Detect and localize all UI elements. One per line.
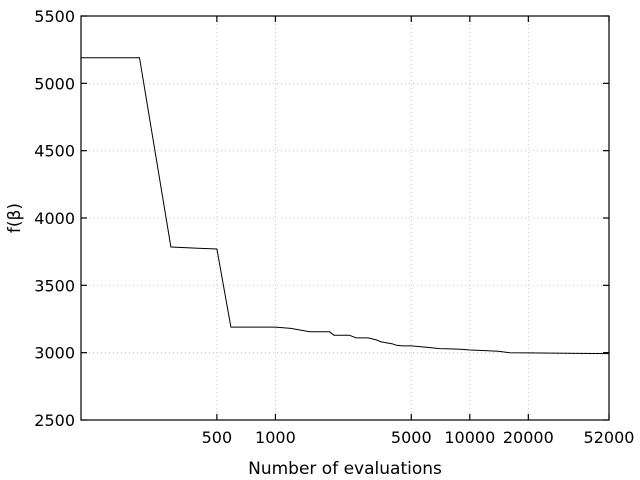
y-tick-label: 2500 <box>34 411 75 430</box>
y-tick-label: 5000 <box>34 74 75 93</box>
x-tick-label: 500 <box>202 428 233 447</box>
y-tick-label: 4000 <box>34 209 75 228</box>
x-tick-label: 52000 <box>584 428 635 447</box>
y-axis-title: f(β) <box>5 203 25 233</box>
y-tick-label: 3000 <box>34 344 75 363</box>
series-layer <box>81 57 610 355</box>
x-axis-title: Number of evaluations <box>248 459 442 479</box>
y-tick-label: 5500 <box>34 7 75 26</box>
grid <box>81 16 609 420</box>
x-tick-label: 1000 <box>255 428 296 447</box>
axis-ticks <box>81 15 610 421</box>
x-tick-label: 10000 <box>444 428 495 447</box>
series-line-0 <box>81 57 610 355</box>
x-tick-label: 20000 <box>503 428 554 447</box>
y-tick-label: 3500 <box>34 276 75 295</box>
y-tick-label: 4500 <box>34 142 75 161</box>
x-tick-label: 5000 <box>391 428 432 447</box>
